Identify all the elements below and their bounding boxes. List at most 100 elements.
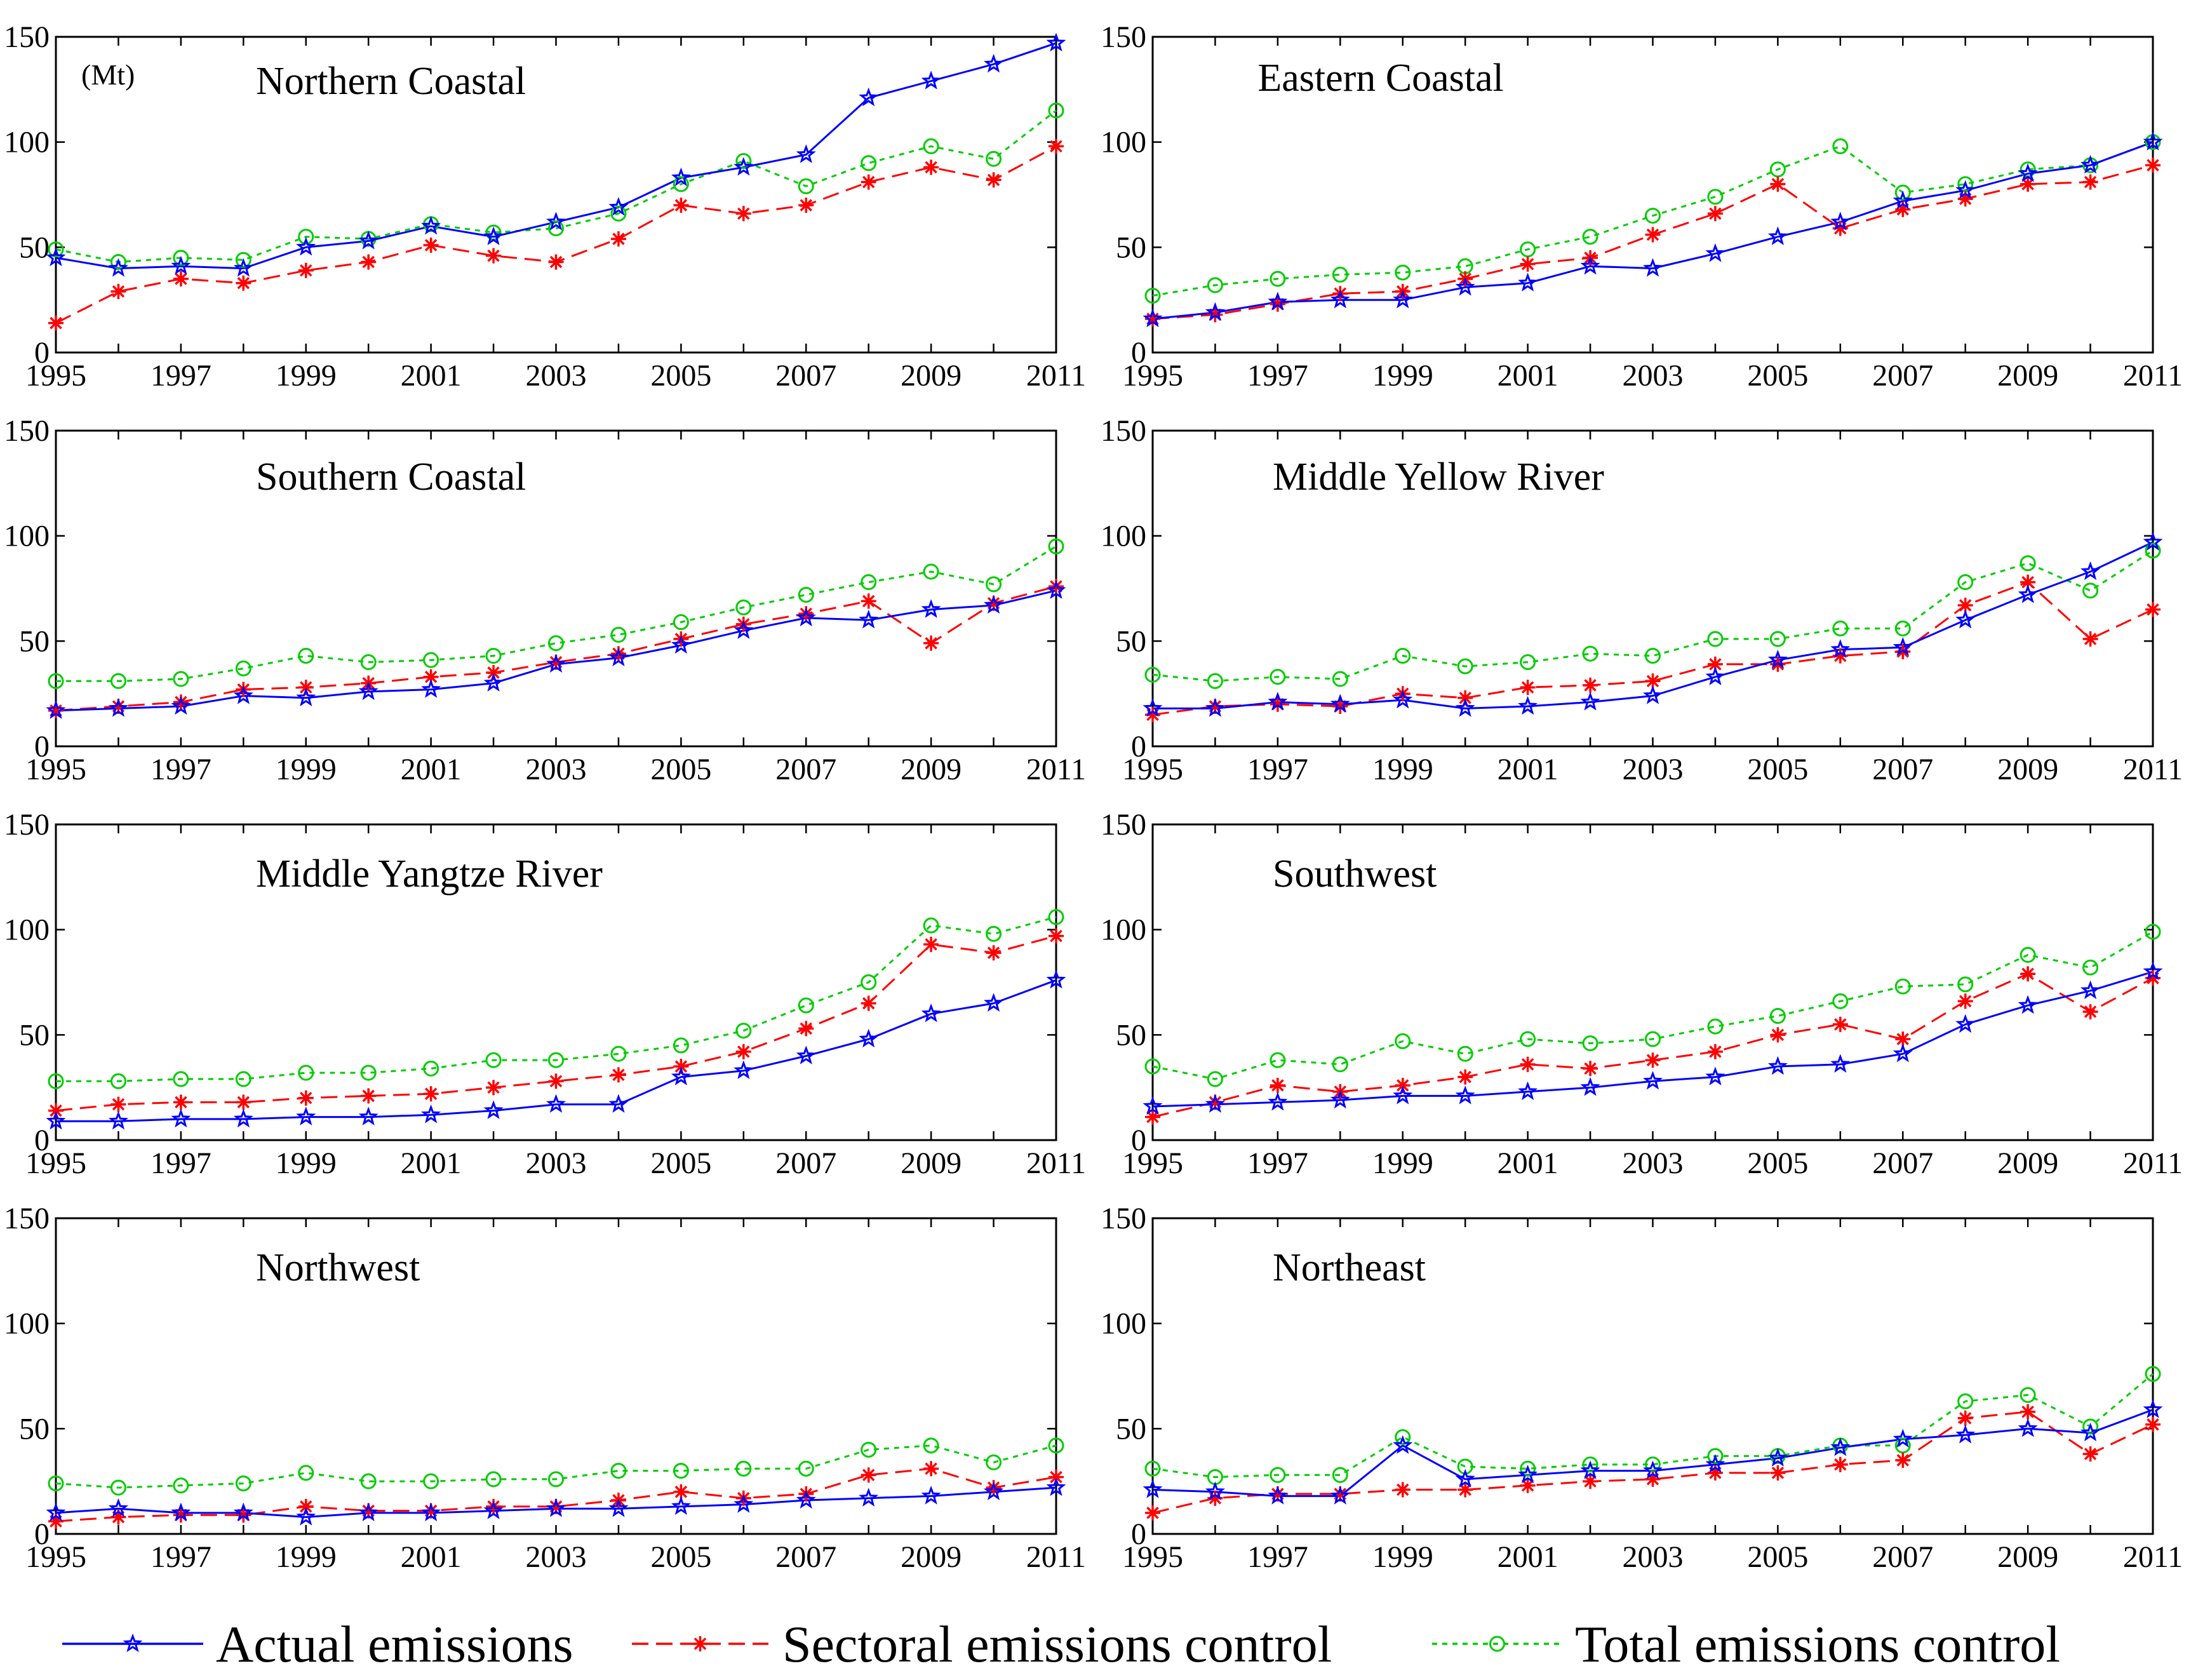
x-tick-label: 2003 [526,1540,587,1574]
data-point [1142,1479,1163,1498]
data-point [734,1494,754,1513]
series-line [1152,1373,2154,1478]
data-point [1583,677,1598,693]
x-tick-label: 2009 [901,753,961,786]
data-point [923,1461,939,1477]
data-point [1145,1109,1160,1125]
data-point [1395,1482,1410,1498]
x-tick-label: 2001 [401,753,462,786]
data-point [1144,1058,1161,1075]
data-point [1645,1052,1661,1068]
data-point [608,647,629,666]
x-tick-label: 2001 [401,1540,462,1574]
data-point [1832,648,1848,664]
data-point [983,993,1004,1012]
data-point [235,1071,251,1087]
data-point [1207,699,1223,714]
data-point [1270,696,1285,712]
x-tick-label: 1999 [1372,359,1433,393]
data-point [48,315,64,331]
data-point [2145,1366,2161,1382]
data-point [358,681,379,701]
data-point [1144,288,1161,304]
x-tick-label: 2011 [1026,1540,1086,1574]
data-point [1643,1070,1663,1090]
data-point [361,1088,377,1104]
x-tick-label: 1995 [1122,1146,1183,1180]
data-point [423,1473,439,1489]
data-point [1207,673,1223,689]
data-point [610,1045,627,1062]
data-point [1643,258,1663,277]
x-tick-label: 2007 [1872,1540,1933,1574]
data-point [1455,1468,1475,1488]
x-tick-label: 2009 [901,1540,961,1574]
data-point [673,1463,689,1479]
data-point [2080,1422,2101,1442]
data-point [1580,1077,1600,1096]
data-point [1767,1448,1788,1467]
data-point [610,626,627,643]
data-point [1767,226,1788,245]
data-point [610,1463,627,1479]
data-point [1895,201,1911,217]
x-tick-label: 2009 [901,359,961,393]
legend-label-sectoral: Sectoral emissions control [782,1615,1332,1673]
data-point [1770,1465,1786,1481]
y-tick-label: 100 [1101,913,1146,947]
data-point [1457,658,1473,675]
chart-title: Southern Coastal [256,455,526,499]
data-point [1393,289,1413,309]
data-point [173,271,189,286]
x-tick-label: 2001 [401,1146,462,1180]
data-point [1046,32,1066,52]
x-tick-label: 1997 [1247,1146,1308,1180]
data-point [1518,272,1538,292]
x-tick-label: 2003 [1623,359,1684,393]
data-point [1207,1094,1223,1110]
x-tick-label: 2003 [1623,1146,1684,1180]
data-point [235,660,251,676]
data-point [2018,995,2038,1014]
data-point [1832,993,1849,1009]
chart-panel: 1995 1997 1999 2001 2003 2005 2007 2009 2011 0 50 1… [4,1202,1086,1574]
data-point [610,646,626,662]
data-point [923,563,939,580]
data-point [1520,680,1536,696]
x-tick-label: 2007 [1872,753,1933,786]
data-point [485,648,502,664]
x-tick-label: 2009 [1997,753,2058,786]
data-point [1893,1428,1913,1448]
data-point [1955,609,1976,629]
chart-panel: 1995 1997 1999 2001 2003 2005 2007 2009 2011 0 50 1… [1101,414,2183,786]
x-tick-label: 2003 [1623,1540,1684,1574]
y-tick-label: 0 [1131,730,1146,763]
data-point [1270,669,1286,685]
y-tick-label: 150 [1101,20,1146,54]
data-point [986,151,1002,167]
data-point [48,702,64,718]
data-point [671,167,691,187]
data-point [2145,970,2161,986]
data-point [2145,542,2161,559]
data-point [986,595,1002,611]
data-point [608,1498,629,1517]
data-point [235,252,251,268]
data-point [111,1096,126,1112]
y-tick-label: 150 [1101,1202,1146,1235]
data-point [1705,1066,1725,1085]
data-point [546,654,566,673]
series-line [56,545,1057,682]
data-point [111,283,126,299]
series-line [1152,141,2154,320]
data-point [1520,1031,1536,1047]
y-tick-label: 50 [1116,1018,1146,1052]
data-point [358,1502,379,1522]
legend: Actual emissions Sectoral emissions contr… [62,1615,2060,1673]
data-point [1895,1032,1911,1047]
data-point [1769,161,1786,178]
data-point [236,1094,251,1110]
data-point [48,1103,64,1119]
x-tick-label: 1999 [1372,1540,1433,1574]
data-point [1270,1486,1285,1502]
